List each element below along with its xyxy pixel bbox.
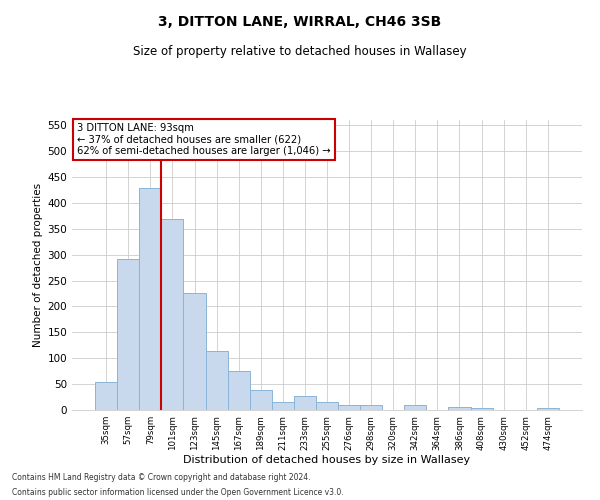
Bar [537,408,559,410]
Bar [338,405,360,410]
Bar [404,405,427,410]
Text: 3, DITTON LANE, WIRRAL, CH46 3SB: 3, DITTON LANE, WIRRAL, CH46 3SB [158,15,442,29]
Bar [272,402,294,410]
Bar [139,188,161,410]
Text: Size of property relative to detached houses in Wallasey: Size of property relative to detached ho… [133,45,467,58]
Bar [316,402,338,410]
Bar [470,408,493,410]
Y-axis label: Number of detached properties: Number of detached properties [33,183,43,347]
Bar [360,405,382,410]
Text: Contains HM Land Registry data © Crown copyright and database right 2024.: Contains HM Land Registry data © Crown c… [12,473,311,482]
Bar [294,396,316,410]
Bar [117,259,139,410]
Bar [448,408,470,410]
Bar [184,294,206,410]
Text: Contains public sector information licensed under the Open Government Licence v3: Contains public sector information licen… [12,488,344,497]
Bar [95,382,117,410]
Bar [250,390,272,410]
Bar [227,371,250,410]
Bar [206,352,227,410]
Text: 3 DITTON LANE: 93sqm
← 37% of detached houses are smaller (622)
62% of semi-deta: 3 DITTON LANE: 93sqm ← 37% of detached h… [77,123,331,156]
X-axis label: Distribution of detached houses by size in Wallasey: Distribution of detached houses by size … [184,456,470,466]
Bar [161,220,184,410]
